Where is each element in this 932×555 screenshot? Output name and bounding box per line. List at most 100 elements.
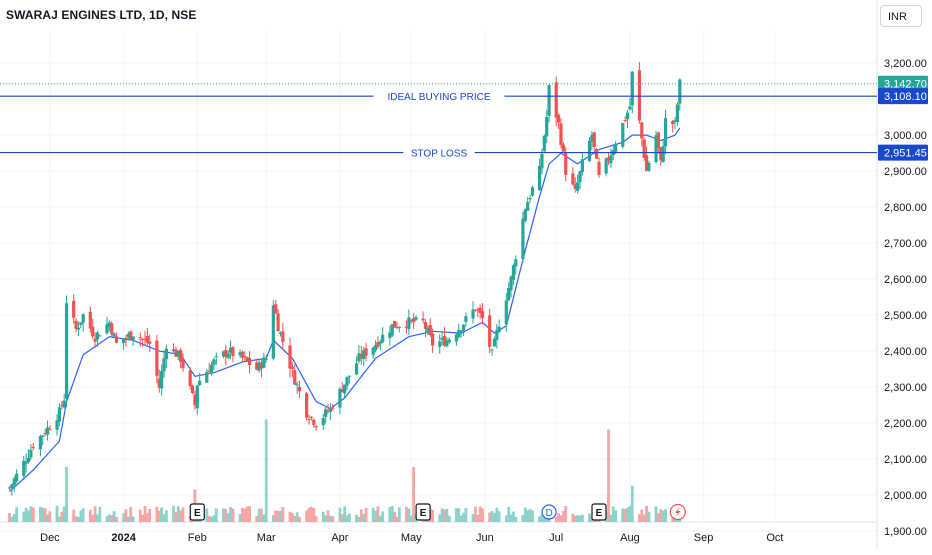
volume-bar bbox=[309, 506, 313, 522]
candle-body bbox=[321, 417, 325, 426]
volume-bar bbox=[405, 506, 408, 522]
volume-bar bbox=[478, 506, 482, 522]
candle-body bbox=[138, 337, 142, 339]
volume-bar bbox=[257, 508, 261, 522]
volume-bar bbox=[214, 508, 218, 522]
volume-bar bbox=[647, 511, 651, 522]
candle-body bbox=[107, 322, 111, 328]
volume-bar bbox=[412, 467, 415, 522]
candle-body bbox=[528, 198, 532, 200]
volume-bar bbox=[376, 506, 380, 522]
candle-body bbox=[224, 349, 228, 357]
volume-bar bbox=[329, 515, 332, 522]
volume-bar bbox=[29, 506, 33, 522]
candle-body bbox=[625, 112, 630, 120]
candle-body bbox=[331, 407, 335, 409]
x-tick-label: Mar bbox=[257, 532, 276, 544]
volume-bar bbox=[657, 513, 660, 522]
volume-bar bbox=[179, 510, 183, 522]
y-tick-label: 2,100.00 bbox=[884, 454, 927, 466]
volume-bar bbox=[371, 507, 375, 522]
candle-body bbox=[488, 315, 492, 347]
candle-body bbox=[276, 313, 280, 332]
candle-body bbox=[590, 135, 594, 142]
volume-bar bbox=[160, 507, 164, 522]
candle-body bbox=[257, 362, 261, 371]
candle-body bbox=[240, 351, 245, 358]
volume-bar bbox=[628, 506, 632, 522]
horizontal-line-price-label: 2,951.45 bbox=[884, 148, 927, 160]
candle-body bbox=[124, 337, 128, 339]
candle-body bbox=[559, 123, 563, 146]
y-tick-label: 3,000.00 bbox=[884, 130, 927, 142]
candle-body bbox=[478, 307, 482, 313]
volume-bar bbox=[229, 507, 232, 522]
volume-bar bbox=[210, 516, 213, 522]
candle-body bbox=[274, 304, 278, 314]
volume-bar bbox=[443, 509, 446, 522]
candle-body bbox=[642, 139, 646, 158]
candle-body bbox=[338, 388, 342, 408]
candle-body bbox=[141, 338, 145, 340]
volume-bar bbox=[340, 514, 344, 522]
candle-body bbox=[640, 122, 644, 139]
candle-body bbox=[614, 144, 618, 152]
candle-body bbox=[542, 135, 546, 152]
volume-bar bbox=[181, 507, 185, 522]
candle-body bbox=[421, 318, 425, 321]
volume-bar bbox=[77, 516, 80, 522]
candle-body bbox=[88, 311, 92, 329]
candle-body bbox=[72, 300, 76, 318]
candle-body bbox=[509, 276, 513, 291]
horizontal-line-price-label: 3,108.10 bbox=[884, 91, 927, 103]
volume-bar bbox=[661, 510, 665, 522]
candle-body bbox=[281, 331, 285, 343]
candle-body bbox=[580, 159, 584, 172]
candle-body bbox=[504, 300, 508, 325]
volume-bar bbox=[172, 505, 175, 522]
currency-selector[interactable]: INR bbox=[880, 5, 922, 27]
candle-body bbox=[476, 309, 480, 311]
volume-bar bbox=[488, 512, 492, 522]
candle-body bbox=[523, 209, 527, 221]
last-price-label: 3,142.70 bbox=[884, 79, 927, 91]
candle-body bbox=[326, 410, 330, 412]
candle-body bbox=[15, 473, 19, 482]
volume-bar bbox=[143, 505, 147, 522]
candle-body bbox=[362, 350, 366, 359]
volume-bar bbox=[60, 511, 64, 522]
volume-bar bbox=[212, 515, 216, 522]
volume-bar bbox=[512, 511, 515, 522]
candle-body bbox=[190, 385, 195, 394]
candle-body bbox=[388, 332, 392, 338]
volume-bar bbox=[98, 506, 102, 522]
candle-body bbox=[228, 347, 233, 353]
volume-bar bbox=[295, 512, 299, 522]
candle-body bbox=[212, 359, 216, 365]
y-tick-label: 2,900.00 bbox=[884, 166, 927, 178]
candle-body bbox=[480, 311, 485, 318]
candle-body bbox=[122, 339, 126, 344]
volume-bar bbox=[576, 515, 580, 522]
candle-body bbox=[547, 85, 551, 116]
candle-body bbox=[592, 132, 596, 147]
volume-bar bbox=[393, 511, 396, 522]
candle-body bbox=[238, 352, 242, 356]
earnings-marker-label: E bbox=[596, 508, 603, 519]
candle-body bbox=[79, 322, 83, 325]
volume-bar bbox=[630, 485, 634, 522]
candle-body bbox=[397, 327, 401, 329]
volume-bar bbox=[609, 514, 613, 522]
candle-body bbox=[587, 140, 592, 161]
candle-body bbox=[81, 314, 85, 323]
candle-body bbox=[95, 332, 100, 340]
volume-bar bbox=[357, 516, 361, 522]
x-tick-label: Jul bbox=[549, 532, 563, 544]
volume-bar bbox=[112, 511, 116, 522]
candle-body bbox=[221, 351, 226, 357]
volume-bar bbox=[626, 507, 629, 522]
volume-bar bbox=[115, 516, 118, 522]
volume-bar bbox=[307, 507, 311, 522]
volume-bar bbox=[474, 506, 477, 522]
